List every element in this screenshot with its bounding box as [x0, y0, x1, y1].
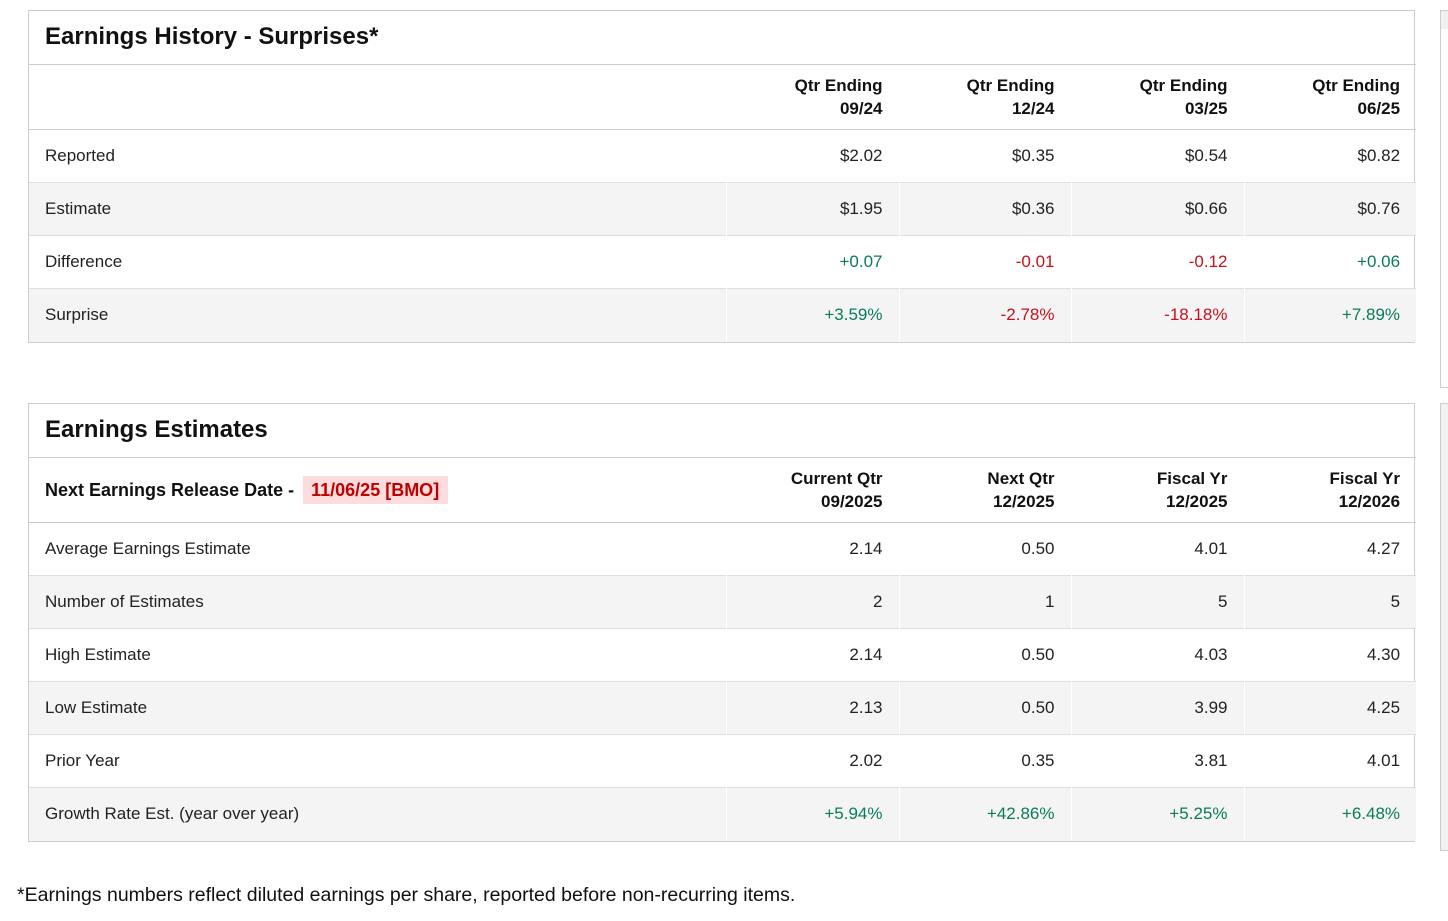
- cell-value: +6.48%: [1243, 787, 1417, 841]
- earnings-history-panel: Earnings History - Surprises* Qtr Ending…: [28, 10, 1417, 343]
- table-row: Low Estimate 2.13 0.50 3.99 4.25: [29, 681, 1417, 735]
- cell-value: 2.02: [725, 734, 899, 788]
- cell-value: +0.06: [1243, 235, 1417, 289]
- cell-value: $0.36: [898, 182, 1071, 236]
- cell-value: 4.30: [1243, 628, 1417, 682]
- cell-value: 2.13: [725, 681, 899, 735]
- table-row: Prior Year 2.02 0.35 3.81 4.01: [29, 734, 1417, 788]
- panel-title: Earnings Estimates: [29, 404, 1417, 458]
- cell-value: +0.07: [725, 235, 899, 289]
- cell-value: -2.78%: [898, 288, 1071, 342]
- cell-value: $0.66: [1070, 182, 1244, 236]
- row-label: Prior Year: [29, 734, 726, 788]
- cell-value: $2.02: [725, 129, 899, 183]
- cell-value: 4.03: [1070, 628, 1244, 682]
- column-header: Qtr Ending 06/25: [1243, 64, 1417, 130]
- panel-title: Earnings History - Surprises*: [29, 11, 1417, 65]
- column-header-row: Next Earnings Release Date - 11/06/25 [B…: [29, 457, 1417, 523]
- table-row: Estimate $1.95 $0.36 $0.66 $0.76: [29, 182, 1417, 236]
- cell-value: 3.99: [1070, 681, 1244, 735]
- panel-title-row: Earnings History - Surprises*: [29, 11, 1417, 65]
- column-header: Fiscal Yr 12/2025: [1070, 457, 1244, 523]
- table-row: Average Earnings Estimate 2.14 0.50 4.01 4.2…: [29, 522, 1417, 576]
- cell-value: 0.50: [898, 522, 1071, 576]
- column-header-row: Qtr Ending 09/24 Qtr Ending 12/24 Qtr Ending…: [29, 64, 1417, 130]
- column-header: Fiscal Yr 12/2026: [1243, 457, 1417, 523]
- cell-value: +5.94%: [725, 787, 899, 841]
- cell-value: 2: [725, 575, 899, 629]
- panel-title-row: Earnings Estimates: [29, 404, 1417, 458]
- column-header: Qtr Ending 12/24: [898, 64, 1071, 130]
- table-row: High Estimate 2.14 0.50 4.03 4.30: [29, 628, 1417, 682]
- earnings-history-table: Earnings History - Surprises* Qtr Ending…: [29, 11, 1417, 342]
- table-row: Reported $2.02 $0.35 $0.54 $0.82: [29, 129, 1417, 183]
- table-row: Number of Estimates 2 1 5 5: [29, 575, 1417, 629]
- row-label: Low Estimate: [29, 681, 726, 735]
- cell-value: 5: [1070, 575, 1244, 629]
- cell-value: $0.82: [1243, 129, 1417, 183]
- cell-value: 2.14: [725, 628, 899, 682]
- column-header: Qtr Ending 09/24: [725, 64, 899, 130]
- cell-value: 4.01: [1070, 522, 1244, 576]
- cell-value: 2.14: [725, 522, 899, 576]
- row-label: Surprise: [29, 288, 726, 342]
- row-label: Average Earnings Estimate: [45, 539, 251, 558]
- footnote: *Earnings numbers reflect diluted earnin…: [17, 884, 796, 906]
- release-date-label: Next Earnings Release Date -: [45, 479, 295, 500]
- empty-header-cell: [29, 64, 726, 130]
- right-cutoff-panel-bottom: [1440, 403, 1448, 851]
- table-row: Growth Rate Est. (year over year) +5.94% +…: [29, 787, 1417, 841]
- column-header: Next Qtr 12/2025: [898, 457, 1071, 523]
- row-label: Reported: [45, 146, 115, 165]
- cell-value: $1.95: [725, 182, 899, 236]
- cell-value: +7.89%: [1243, 288, 1417, 342]
- row-label: Estimate: [29, 182, 726, 236]
- cell-value: +42.86%: [898, 787, 1071, 841]
- next-earnings-release-cell: Next Earnings Release Date - 11/06/25 [B…: [29, 457, 726, 523]
- row-label: Number of Estimates: [29, 575, 726, 629]
- earnings-estimates-table: Earnings Estimates Next Earnings Release…: [29, 404, 1417, 841]
- cell-value: 0.35: [898, 734, 1071, 788]
- right-cutoff-header-strip: [1441, 11, 1448, 29]
- cell-value: 0.50: [898, 628, 1071, 682]
- cell-value: $0.54: [1070, 129, 1244, 183]
- cell-value: -0.01: [898, 235, 1071, 289]
- cell-value: -0.12: [1070, 235, 1244, 289]
- right-cutoff-panel-top: [1440, 10, 1448, 388]
- cell-value: +5.25%: [1070, 787, 1244, 841]
- table-row: Surprise +3.59% -2.78% -18.18% +7.89%: [29, 288, 1417, 342]
- cell-value: +3.59%: [725, 288, 899, 342]
- cell-value: 1: [898, 575, 1071, 629]
- cell-value: 0.50: [898, 681, 1071, 735]
- table-row: Difference +0.07 -0.01 -0.12 +0.06: [29, 235, 1417, 289]
- cell-value: 4.01: [1243, 734, 1417, 788]
- earnings-estimates-panel: Earnings Estimates Next Earnings Release…: [28, 403, 1417, 842]
- cell-value: -18.18%: [1070, 288, 1244, 342]
- column-header: Qtr Ending 03/25: [1070, 64, 1244, 130]
- row-label: High Estimate: [29, 628, 726, 682]
- row-label: Difference: [29, 235, 726, 289]
- cell-value: 5: [1243, 575, 1417, 629]
- cell-value: 4.27: [1243, 522, 1417, 576]
- row-label: Growth Rate Est. (year over year): [29, 787, 726, 841]
- cell-value: 4.25: [1243, 681, 1417, 735]
- cell-value: $0.76: [1243, 182, 1417, 236]
- release-date-highlight: 11/06/25 [BMO]: [303, 475, 449, 504]
- column-header: Current Qtr 09/2025: [725, 457, 899, 523]
- cell-value: $0.35: [898, 129, 1071, 183]
- cell-value: 3.81: [1070, 734, 1244, 788]
